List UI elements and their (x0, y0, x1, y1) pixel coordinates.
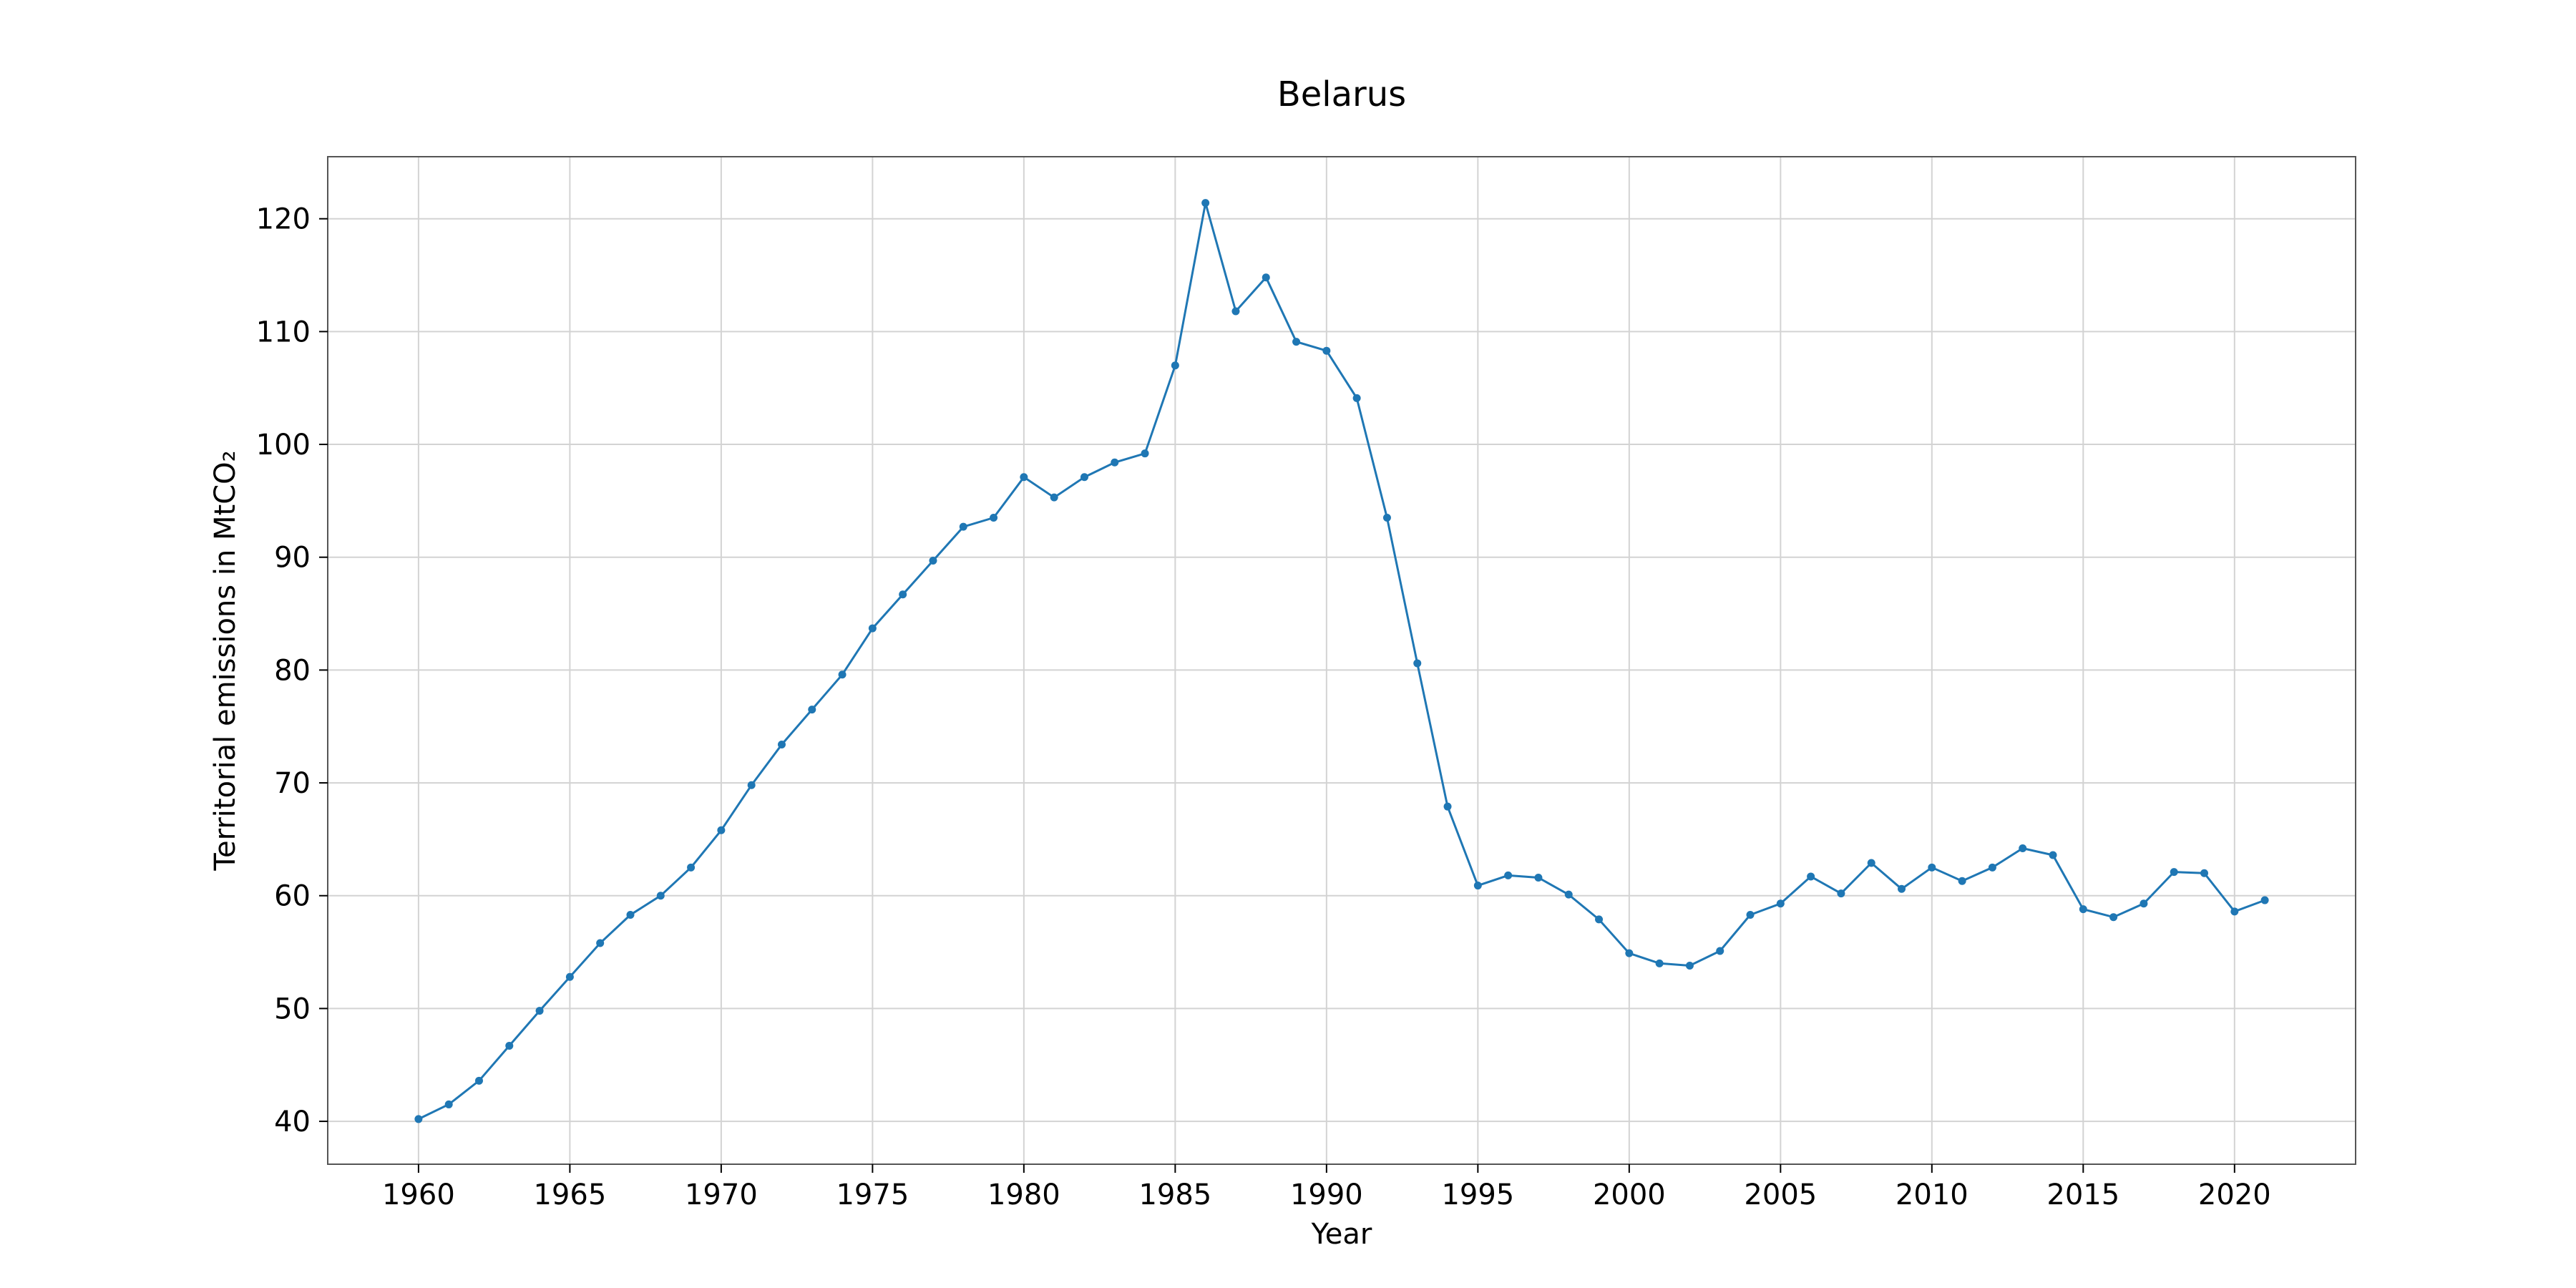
data-point (1111, 458, 1119, 467)
plot-frame (327, 156, 2356, 1165)
data-point (596, 939, 605, 947)
data-point (1716, 947, 1724, 955)
data-point (2260, 896, 2269, 904)
data-point (2049, 851, 2057, 859)
emissions-series-line (418, 203, 2265, 1121)
data-point (444, 1100, 453, 1108)
data-point (2109, 913, 2118, 922)
data-point (959, 522, 967, 531)
x-tick-label: 1990 (1290, 1179, 1363, 1211)
data-point (899, 590, 907, 599)
x-tick-label: 1970 (685, 1179, 758, 1211)
x-tick-label: 2015 (2046, 1179, 2119, 1211)
y-tick-label: 120 (256, 203, 311, 236)
data-point (1685, 961, 1694, 970)
data-point (1141, 449, 1149, 458)
y-tick-label: 40 (274, 1106, 311, 1138)
data-point (1171, 361, 1179, 370)
x-tick-label: 2010 (1896, 1179, 1968, 1211)
data-point (1928, 863, 1936, 872)
y-tick-label: 50 (274, 992, 311, 1025)
y-tick-label: 110 (256, 316, 311, 348)
y-tick-label: 60 (274, 880, 311, 913)
axis-ticks: 1960 1965 1970 1975 1980 1985 1990 1995 2000 2005… (256, 203, 2271, 1211)
x-tick-label: 1980 (987, 1179, 1060, 1211)
data-point (1231, 307, 1240, 316)
data-point (2230, 907, 2239, 916)
grid (328, 157, 2356, 1164)
data-point (1050, 493, 1058, 502)
data-point (1807, 872, 1815, 881)
data-point (1080, 473, 1088, 482)
data-point (1564, 890, 1573, 899)
data-point (929, 556, 937, 565)
x-tick-label: 2005 (1744, 1179, 1817, 1211)
data-point (1020, 473, 1028, 482)
data-point (1322, 346, 1331, 355)
data-point (1625, 949, 1634, 957)
data-point (1655, 959, 1664, 967)
data-point (1504, 871, 1513, 879)
data-point (626, 911, 635, 919)
y-tick-label: 90 (274, 542, 311, 575)
data-point (2170, 868, 2178, 877)
x-tick-label: 1965 (533, 1179, 606, 1211)
data-point (1776, 899, 1785, 908)
data-point (505, 1041, 514, 1050)
data-point (1201, 199, 1210, 208)
x-tick-label: 1975 (836, 1179, 909, 1211)
x-tick-label: 2000 (1593, 1179, 1666, 1211)
data-point (777, 740, 786, 748)
data-point (1867, 859, 1875, 867)
data-point (1413, 659, 1422, 668)
x-axis-label: Year (1311, 1218, 1372, 1251)
data-point (1958, 877, 1966, 885)
y-axis-label: Territorial emissions in MtCO₂ (209, 450, 242, 871)
data-point (990, 514, 998, 522)
data-point (1262, 273, 1270, 282)
data-point (717, 826, 726, 834)
x-tick-label: 2020 (2198, 1179, 2271, 1211)
y-tick-label: 80 (274, 654, 311, 687)
data-point (2200, 869, 2209, 877)
data-point (1595, 915, 1604, 924)
data-point (808, 706, 816, 714)
data-point (1443, 802, 1452, 811)
data-point (1382, 514, 1391, 522)
data-point (2079, 905, 2087, 914)
data-point (1534, 874, 1543, 882)
data-point (1988, 863, 1996, 872)
chart-title: Belarus (1277, 74, 1406, 114)
data-point (474, 1076, 483, 1085)
data-point (535, 1007, 544, 1015)
data-point (2140, 899, 2148, 908)
data-point (565, 972, 574, 981)
data-point (687, 863, 696, 872)
data-point (1352, 394, 1361, 402)
data-point (656, 892, 665, 900)
data-point (1837, 889, 1845, 898)
data-point (1292, 338, 1301, 346)
data-point (1473, 882, 1482, 890)
x-tick-label: 1960 (382, 1179, 455, 1211)
data-point (1898, 884, 1906, 893)
x-tick-label: 1985 (1138, 1179, 1211, 1211)
x-tick-label: 1995 (1441, 1179, 1514, 1211)
y-tick-label: 100 (256, 429, 311, 462)
data-point (2019, 844, 2027, 853)
series (414, 199, 2269, 1123)
data-point (868, 624, 877, 633)
data-point (747, 781, 756, 789)
data-point (1746, 911, 1755, 919)
data-point (838, 670, 847, 679)
y-tick-label: 70 (274, 767, 311, 800)
data-point (414, 1115, 423, 1123)
